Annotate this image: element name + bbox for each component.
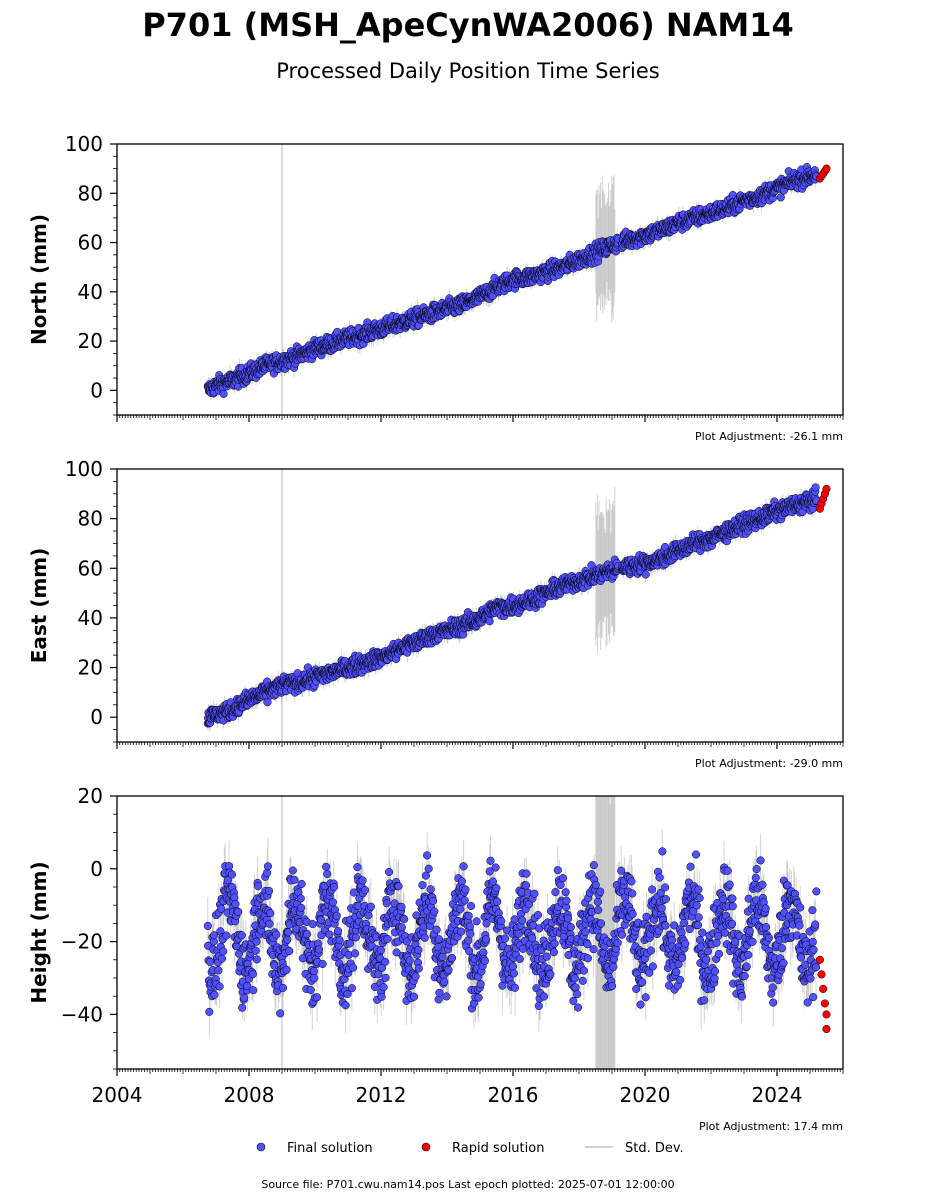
final-point bbox=[485, 617, 494, 626]
y-tick-label: 60 bbox=[78, 231, 103, 255]
y-axis: 0 20 40 60 80 100 bbox=[65, 132, 117, 416]
rapid-point bbox=[822, 484, 831, 493]
final-series bbox=[203, 163, 821, 398]
figure-subtitle: Processed Daily Position Time Series bbox=[276, 59, 660, 83]
final-point bbox=[263, 698, 272, 707]
panels: 0 20 40 60 80 100 North (mm) Plot Adjustment: -… bbox=[27, 132, 844, 1133]
y-tick-label: 0 bbox=[90, 378, 103, 402]
plot-area bbox=[203, 144, 831, 415]
rapid-series bbox=[815, 164, 831, 183]
y-tick-label: 20 bbox=[78, 329, 103, 353]
y-tick-label: 40 bbox=[78, 280, 103, 304]
rapid-point bbox=[822, 164, 831, 173]
final-series bbox=[203, 483, 821, 728]
plot-adjustment: Plot Adjustment: -26.1 mm bbox=[695, 430, 843, 443]
final-point bbox=[219, 389, 228, 398]
panel-north: 0 20 40 60 80 100 North (mm) Plot Adjustment: -… bbox=[27, 132, 844, 443]
final-point bbox=[811, 483, 820, 492]
figure-title: P701 (MSH_ApeCynWA2006) NAM14 bbox=[142, 6, 794, 44]
x-axis bbox=[116, 742, 844, 749]
y-tick-label: 80 bbox=[78, 181, 103, 205]
plot-area bbox=[203, 469, 831, 742]
x-axis bbox=[116, 415, 844, 422]
y-tick-label: 100 bbox=[65, 132, 103, 156]
final-point bbox=[641, 570, 650, 579]
final-point bbox=[776, 193, 785, 202]
y-axis-label: North (mm) bbox=[27, 214, 51, 345]
